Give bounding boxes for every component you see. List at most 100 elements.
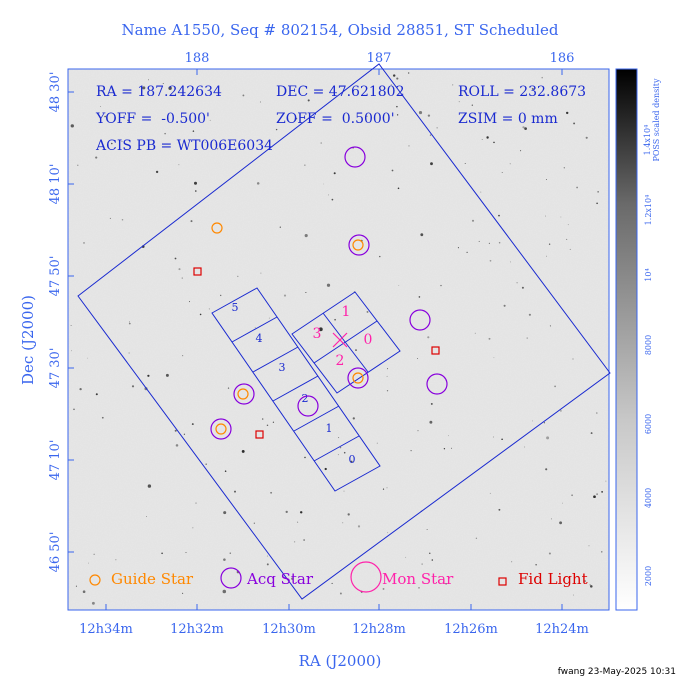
chip-label: 0 bbox=[349, 453, 356, 466]
left-tick-label: 48 30' bbox=[48, 72, 63, 113]
bottom-tick-label: 12h26m bbox=[444, 622, 498, 637]
star-speck bbox=[261, 418, 264, 420]
star-speck bbox=[268, 317, 270, 319]
chip-label: 5 bbox=[232, 301, 239, 314]
star-speck bbox=[295, 117, 298, 120]
star-speck bbox=[195, 502, 197, 504]
bottom-axis: 12h34m 12h32m 12h30m 12h28m 12h26m 12h24… bbox=[79, 604, 589, 670]
star-speck bbox=[601, 551, 603, 553]
star-speck bbox=[131, 385, 135, 388]
star-speck bbox=[185, 552, 187, 553]
star-speck bbox=[391, 169, 394, 172]
star-speck bbox=[192, 527, 194, 529]
guide-star-marker bbox=[352, 239, 364, 251]
acq-stars bbox=[210, 146, 448, 440]
star-speck bbox=[387, 532, 389, 534]
star-speck bbox=[392, 74, 396, 77]
star-speck bbox=[431, 559, 434, 561]
star-speck bbox=[127, 119, 129, 122]
star-speck bbox=[429, 134, 432, 136]
colorbar-subtitle: POSS scaled density bbox=[652, 78, 661, 162]
star-speck bbox=[486, 136, 489, 139]
star-speck bbox=[318, 327, 323, 332]
star-speck bbox=[410, 449, 412, 452]
star-speck bbox=[204, 141, 206, 143]
colorbar-title: 1.4x10⁴ bbox=[643, 125, 652, 156]
acis-value: ACIS PB = WT006E6034 bbox=[95, 138, 273, 154]
star-speck bbox=[178, 164, 180, 166]
star-speck bbox=[323, 183, 325, 185]
star-speck bbox=[390, 84, 392, 86]
star-speck bbox=[427, 114, 431, 117]
star-speck bbox=[480, 191, 482, 193]
star-speck bbox=[590, 585, 593, 588]
star-speck bbox=[501, 172, 503, 173]
star-speck bbox=[191, 423, 194, 426]
star-speck bbox=[366, 310, 369, 313]
chip-label: 0 bbox=[364, 332, 373, 348]
colorbar-tick: 2000 bbox=[644, 566, 653, 586]
star-speck bbox=[79, 387, 82, 391]
star-speck bbox=[387, 368, 389, 370]
star-speck bbox=[99, 106, 101, 107]
star-speck bbox=[452, 84, 454, 86]
star-speck bbox=[70, 124, 74, 128]
acq-star-marker bbox=[297, 395, 319, 417]
star-speck bbox=[562, 502, 564, 504]
star-speck bbox=[272, 421, 275, 423]
acq-star-marker bbox=[344, 146, 366, 168]
star-speck bbox=[601, 491, 603, 493]
star-speck bbox=[161, 552, 163, 555]
acq-star-marker bbox=[210, 418, 232, 440]
star-speck bbox=[82, 590, 86, 594]
star-speck bbox=[121, 218, 124, 221]
top-axis: 188 187 186 bbox=[185, 51, 574, 75]
star-speck bbox=[569, 248, 571, 250]
star-speck bbox=[209, 119, 211, 121]
legend: Guide Star Acq Star Mon Star Fid Light bbox=[89, 561, 588, 593]
star-speck bbox=[77, 164, 79, 166]
star-speck bbox=[382, 488, 385, 490]
bottom-tick-label: 12h32m bbox=[170, 622, 224, 637]
star-speck bbox=[408, 72, 410, 74]
star-speck bbox=[396, 114, 399, 116]
zsim-value: ZSIM = 0 mm bbox=[458, 111, 558, 127]
yoff-value: YOFF = -0.500' bbox=[95, 111, 210, 127]
star-speck bbox=[589, 584, 591, 586]
star-speck bbox=[522, 126, 525, 129]
star-speck bbox=[445, 583, 447, 585]
star-speck bbox=[304, 456, 306, 459]
star-speck bbox=[128, 352, 130, 354]
star-speck bbox=[303, 539, 305, 541]
star-speck bbox=[333, 172, 336, 175]
star-speck bbox=[164, 132, 166, 135]
star-speck bbox=[559, 521, 563, 525]
star-speck bbox=[347, 513, 350, 516]
star-speck bbox=[576, 186, 578, 189]
zoff-value: ZOFF = 0.5000' bbox=[276, 111, 395, 127]
star-speck bbox=[524, 446, 526, 448]
star-speck bbox=[493, 357, 495, 359]
top-tick-label: 187 bbox=[367, 51, 392, 66]
star-speck bbox=[498, 508, 501, 511]
star-speck bbox=[237, 275, 239, 278]
star-speck bbox=[548, 552, 551, 555]
star-speck bbox=[386, 375, 388, 377]
chip-label: 2 bbox=[336, 353, 345, 369]
star-speck bbox=[492, 436, 494, 438]
star-speck bbox=[416, 358, 418, 359]
legend-mon-label: Mon Star bbox=[382, 570, 454, 588]
star-speck bbox=[227, 387, 230, 389]
colorbar-tick: 10⁴ bbox=[644, 268, 653, 281]
acis-s-array bbox=[211, 287, 381, 492]
star-speck bbox=[543, 422, 545, 424]
dec-value: DEC = 47.621802 bbox=[276, 84, 405, 100]
star-speck bbox=[142, 86, 146, 90]
star-speck bbox=[266, 424, 269, 427]
star-speck bbox=[418, 296, 421, 298]
star-speck bbox=[450, 447, 453, 449]
bottom-tick-label: 12h34m bbox=[79, 622, 133, 637]
star-speck bbox=[532, 420, 534, 422]
star-speck bbox=[546, 436, 550, 440]
star-speck bbox=[242, 94, 245, 97]
